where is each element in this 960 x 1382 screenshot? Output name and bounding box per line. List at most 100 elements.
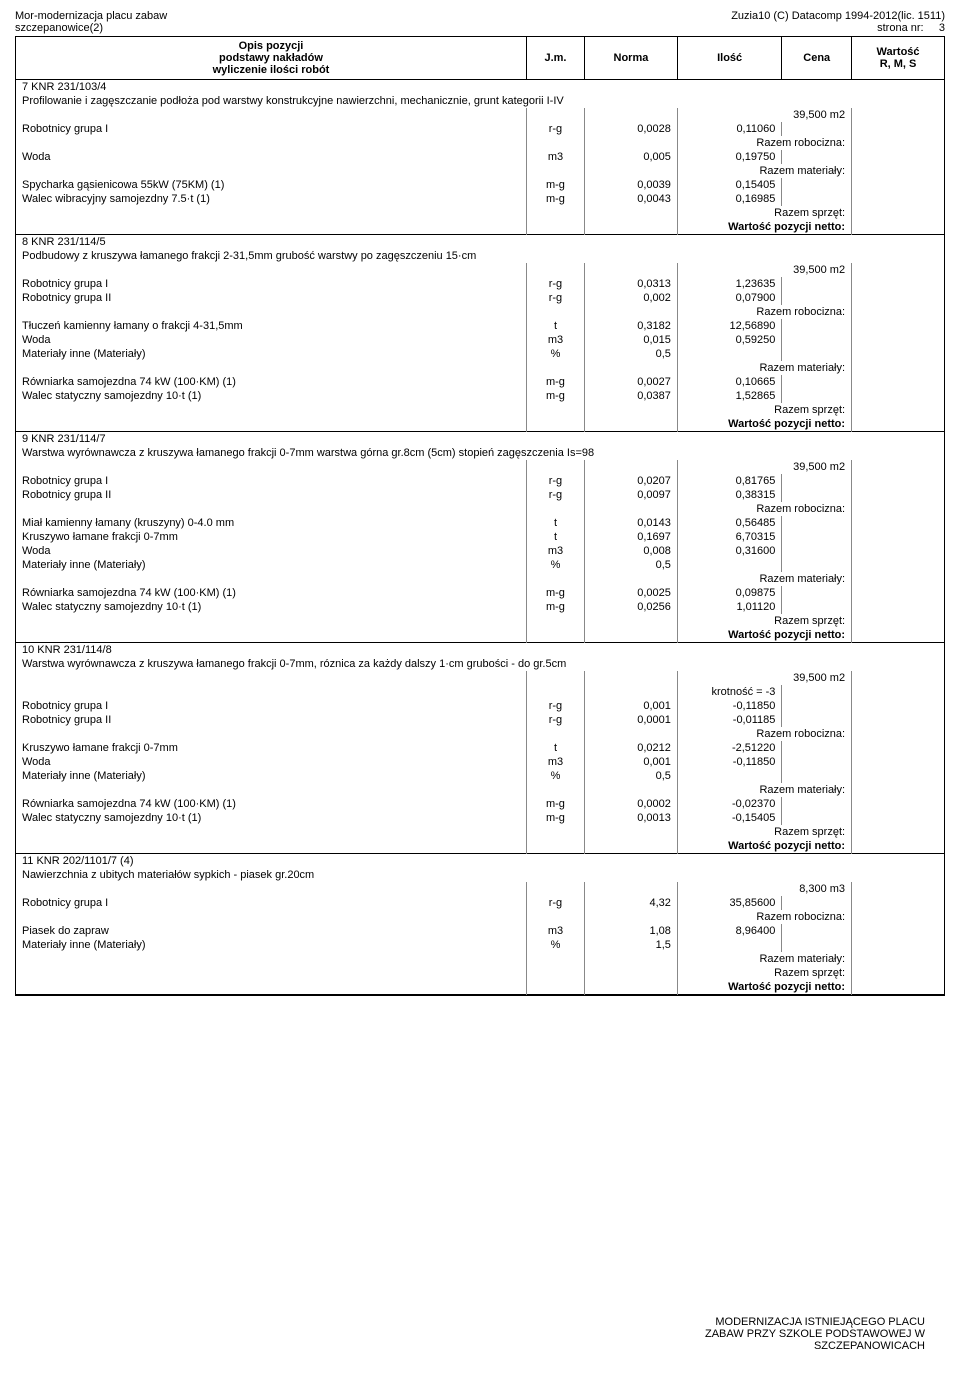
empty — [526, 966, 584, 980]
empty — [526, 572, 584, 586]
empty — [526, 417, 584, 432]
empty — [526, 460, 584, 474]
razem-value — [852, 839, 945, 854]
row-cena — [782, 347, 852, 361]
row-label: Woda — [16, 755, 527, 769]
row-ilosc: 0,31600 — [677, 544, 782, 558]
row-label: Walec statyczny samojezdny 10·t (1) — [16, 389, 527, 403]
page: Mor-modernizacja placu zabaw szczepanowi… — [0, 0, 960, 1362]
empty — [585, 980, 678, 995]
row-norma: 1,5 — [585, 938, 678, 952]
razem-row: Razem materiały: — [16, 783, 945, 797]
table-row: Robotnicy grupa I r-g 0,0207 0,81765 — [16, 474, 945, 488]
razem-label: Wartość pozycji netto: — [677, 980, 851, 995]
row-ilosc: -2,51220 — [677, 741, 782, 755]
header-title: Mor-modernizacja placu zabaw — [15, 10, 167, 22]
row-wartosc — [852, 192, 945, 206]
footer: MODERNIZACJA ISTNIEJĄCEGO PLACU ZABAW PR… — [15, 1316, 945, 1352]
row-norma: 0,0043 — [585, 192, 678, 206]
opis-line2: podstawy nakładów — [22, 52, 520, 64]
row-norma: 0,0212 — [585, 741, 678, 755]
razem-label: Razem materiały: — [677, 572, 851, 586]
empty — [585, 206, 678, 220]
item-desc-row: Podbudowy z kruszywa łamanego frakcji 2-… — [16, 249, 945, 263]
row-wartosc — [852, 896, 945, 910]
row-wartosc — [852, 600, 945, 614]
row-label: Tłuczeń kamienny łamany o frakcji 4-31,5… — [16, 319, 527, 333]
table-row: Równiarka samojezdna 74 kW (100·KM) (1) … — [16, 797, 945, 811]
row-wartosc — [852, 488, 945, 502]
item-code: 10 KNR 231/114/8 — [16, 643, 945, 658]
table-row: Materiały inne (Materiały) % 0,5 — [16, 558, 945, 572]
empty — [16, 727, 527, 741]
row-label: Robotnicy grupa II — [16, 488, 527, 502]
row-ilosc: 0,38315 — [677, 488, 782, 502]
footer-line3: SZCZEPANOWICACH — [15, 1340, 925, 1352]
row-label: Robotnicy grupa I — [16, 277, 527, 291]
row-wartosc — [852, 178, 945, 192]
row-cena — [782, 741, 852, 755]
row-jm: m-g — [526, 192, 584, 206]
end-row — [16, 995, 945, 996]
table-row: Robotnicy grupa I r-g 4,32 35,85600 — [16, 896, 945, 910]
row-norma: 0,0002 — [585, 797, 678, 811]
razem-value — [852, 910, 945, 924]
item-code: 11 KNR 202/1101/7 (4) — [16, 854, 945, 869]
row-norma: 0,0207 — [585, 474, 678, 488]
row-wartosc — [852, 389, 945, 403]
page-label: strona nr: — [877, 22, 923, 34]
item-desc-row: Warstwa wyrównawcza z kruszywa łamanego … — [16, 657, 945, 671]
row-norma: 0,015 — [585, 333, 678, 347]
row-cena — [782, 516, 852, 530]
empty — [16, 502, 527, 516]
row-jm: m-g — [526, 797, 584, 811]
row-jm: m-g — [526, 600, 584, 614]
empty — [526, 136, 584, 150]
item-code-row: 9 KNR 231/114/7 — [16, 432, 945, 447]
row-norma: 0,0025 — [585, 586, 678, 600]
empty — [585, 263, 678, 277]
row-wartosc — [852, 333, 945, 347]
empty — [585, 502, 678, 516]
row-ilosc: 0,10665 — [677, 375, 782, 389]
row-wartosc — [852, 924, 945, 938]
empty — [526, 361, 584, 375]
table-row: Robotnicy grupa I r-g 0,0028 0,11060 — [16, 122, 945, 136]
row-jm: m-g — [526, 389, 584, 403]
empty — [852, 460, 945, 474]
empty — [585, 460, 678, 474]
row-ilosc: 8,96400 — [677, 924, 782, 938]
razem-value — [852, 417, 945, 432]
empty — [526, 825, 584, 839]
razem-value — [852, 220, 945, 235]
row-norma: 0,0097 — [585, 488, 678, 502]
item-desc: Warstwa wyrównawcza z kruszywa łamanego … — [16, 446, 945, 460]
row-wartosc — [852, 150, 945, 164]
row-label: Równiarka samojezdna 74 kW (100·KM) (1) — [16, 586, 527, 600]
razem-label: Razem materiały: — [677, 783, 851, 797]
row-jm: % — [526, 347, 584, 361]
item-desc-row: Nawierzchnia z ubitych materiałów sypkic… — [16, 868, 945, 882]
table-row: Spycharka gąsienicowa 55kW (75KM) (1) m-… — [16, 178, 945, 192]
row-wartosc — [852, 811, 945, 825]
table-row: Miał kamienny łamany (kruszyny) 0-4.0 mm… — [16, 516, 945, 530]
razem-label: Wartość pozycji netto: — [677, 628, 851, 643]
razem-value — [852, 825, 945, 839]
table-row: Robotnicy grupa II r-g 0,002 0,07900 — [16, 291, 945, 305]
empty — [526, 783, 584, 797]
row-jm: r-g — [526, 291, 584, 305]
table-row: Tłuczeń kamienny łamany o frakcji 4-31,5… — [16, 319, 945, 333]
table-header: Opis pozycji podstawy nakładów wyliczeni… — [16, 37, 945, 80]
empty — [585, 882, 678, 896]
empty — [585, 305, 678, 319]
row-jm: m-g — [526, 586, 584, 600]
row-ilosc: 0,19750 — [677, 150, 782, 164]
table-row: Woda m3 0,015 0,59250 — [16, 333, 945, 347]
razem-value — [852, 980, 945, 995]
table-row: Materiały inne (Materiały) % 0,5 — [16, 347, 945, 361]
row-cena — [782, 150, 852, 164]
row-ilosc: -0,11850 — [677, 755, 782, 769]
empty — [526, 910, 584, 924]
row-wartosc — [852, 474, 945, 488]
page-header: Mor-modernizacja placu zabaw szczepanowi… — [15, 10, 945, 34]
